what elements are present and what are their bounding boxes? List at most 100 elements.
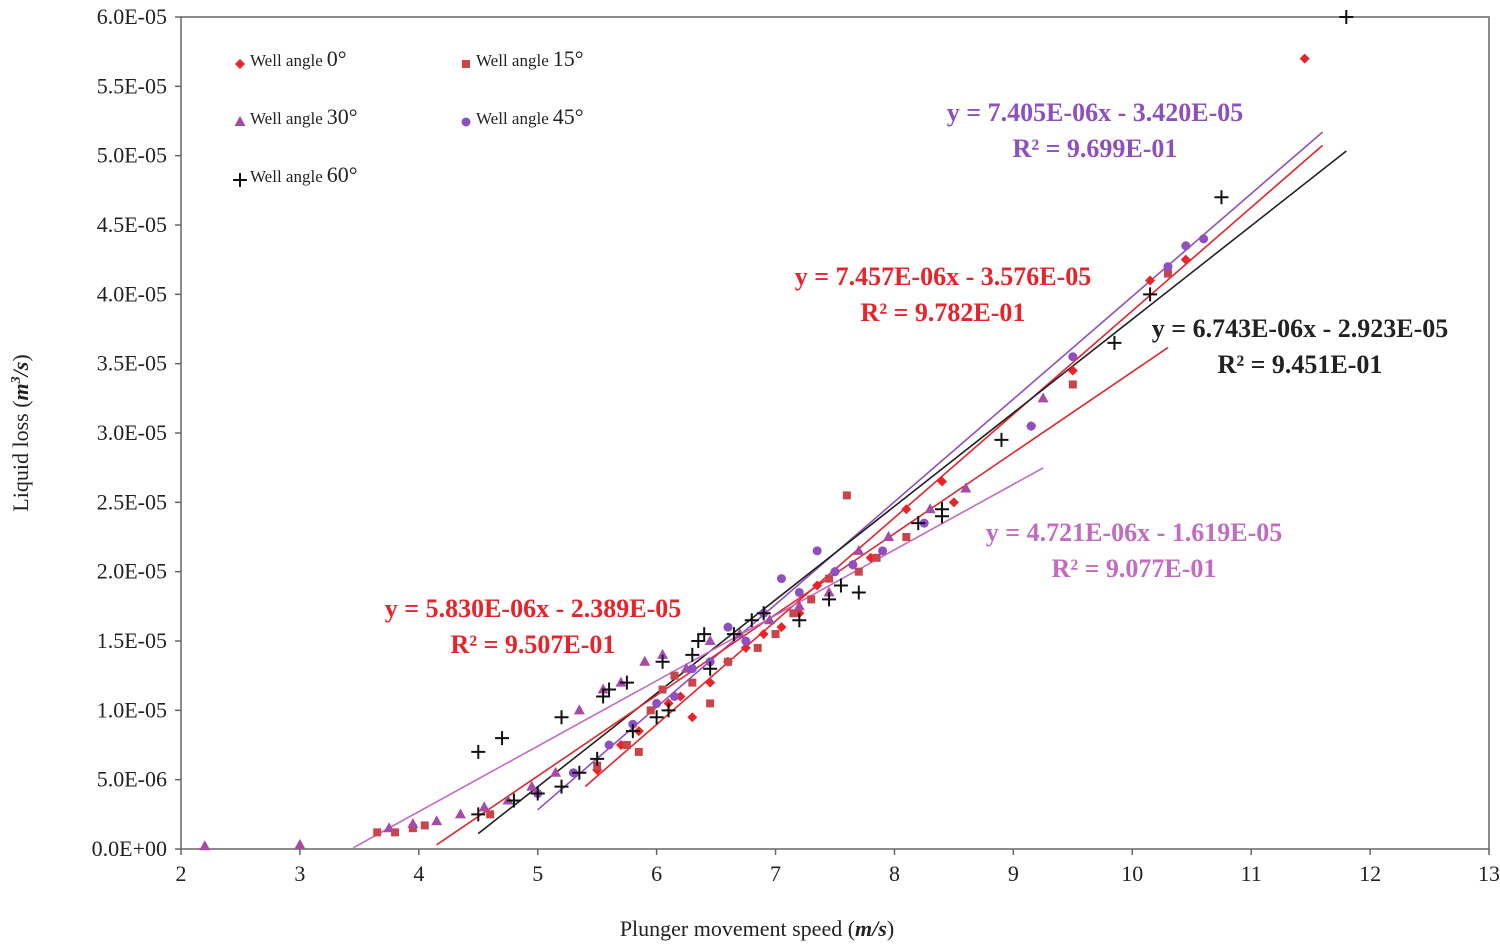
trendline-r2: R² = 9.782E-01 <box>861 298 1026 327</box>
legend-marker <box>235 59 245 69</box>
y-tick-label: 4.0E-05 <box>97 281 167 306</box>
x-tick-label: 11 <box>1241 861 1262 886</box>
y-tick-label: 5.0E-05 <box>97 143 167 168</box>
data-point <box>901 504 912 515</box>
data-point <box>685 647 700 662</box>
data-point <box>661 703 676 718</box>
data-point <box>723 657 732 666</box>
plot-area <box>180 16 1490 850</box>
data-point <box>812 546 822 556</box>
data-point <box>697 627 712 642</box>
y-tick-label: 6.0E-05 <box>97 4 167 29</box>
data-point <box>670 671 679 680</box>
legend-label: Well angle 60° <box>250 162 358 187</box>
legend-label: Well angle 0° <box>250 46 347 71</box>
data-point <box>883 531 895 541</box>
data-point <box>1068 380 1077 389</box>
legend-item-well-angle-30: Well angle 30° <box>234 104 358 129</box>
data-point <box>741 636 751 646</box>
data-point <box>688 678 697 687</box>
trendline-r2: R² = 9.699E-01 <box>1013 134 1178 163</box>
data-point <box>408 824 417 833</box>
data-point <box>758 629 769 640</box>
data-point <box>634 747 643 756</box>
data-point <box>793 600 805 611</box>
y-tick-label: 1.0E-05 <box>97 697 167 722</box>
x-tick-label: 13 <box>1478 861 1500 886</box>
data-point <box>948 497 959 508</box>
x-tick-label: 3 <box>294 861 305 886</box>
data-point <box>911 516 926 531</box>
legend-marker <box>461 117 471 127</box>
data-point <box>383 822 395 833</box>
trendline-r2: R² = 9.451E-01 <box>1218 350 1383 379</box>
data-point <box>1180 254 1191 265</box>
series-well-angle-60 <box>471 10 1354 822</box>
data-point <box>506 793 521 808</box>
y-tick-label: 1.5E-05 <box>97 628 167 653</box>
trendline-equation: y = 4.721E-06x - 1.619E-05 <box>986 518 1282 547</box>
equation-well-angle-30: y = 4.721E-06x - 1.619E-05 R² = 9.077E-01 <box>986 518 1282 583</box>
x-axis-ticks: 2 3 4 5 6 7 8 9 10 11 12 13 <box>176 849 1500 886</box>
legend: Well angle 0° Well angle 15° Well angle 30° We… <box>233 46 584 187</box>
equation-well-angle-0: y = 7.457E-06x - 3.576E-05 R² = 9.782E-01 <box>795 262 1091 327</box>
data-point <box>1037 392 1049 403</box>
x-tick-label: 5 <box>532 861 543 886</box>
data-point <box>756 606 771 621</box>
data-point <box>619 675 634 690</box>
legend-label: Well angle 45° <box>476 104 584 129</box>
data-point <box>704 635 716 645</box>
data-point <box>1163 262 1173 272</box>
data-point <box>1181 241 1191 251</box>
data-point <box>530 786 545 801</box>
legend-item-well-angle-0: Well angle 0° <box>235 46 347 71</box>
data-point <box>602 682 617 697</box>
data-point <box>550 766 562 777</box>
legend-item-well-angle-15: Well angle 15° <box>462 46 584 71</box>
data-point <box>776 622 787 633</box>
data-point <box>1107 335 1122 350</box>
data-point <box>478 801 490 812</box>
trendline-well-angle-15 <box>436 346 1169 846</box>
data-point <box>407 818 419 829</box>
data-point <box>723 622 733 632</box>
trendline-equation: y = 7.457E-06x - 3.576E-05 <box>795 262 1091 291</box>
data-point <box>794 587 804 597</box>
data-point <box>495 731 510 746</box>
data-point <box>596 689 611 704</box>
data-point <box>655 654 670 669</box>
legend-label: Well angle 15° <box>476 46 584 71</box>
data-point <box>924 503 936 514</box>
data-point <box>294 838 306 849</box>
data-point <box>848 560 858 570</box>
data-point <box>639 655 651 666</box>
y-tick-label: 4.5E-05 <box>97 212 167 237</box>
legend-label: Well angle 30° <box>250 104 358 129</box>
data-point <box>960 482 972 493</box>
data-point <box>851 585 866 600</box>
x-tick-label: 4 <box>413 861 424 886</box>
x-tick-label: 10 <box>1121 861 1143 886</box>
data-point <box>471 807 486 822</box>
data-point <box>764 614 776 625</box>
trendline-well-angle-0 <box>584 144 1324 788</box>
data-point <box>687 712 698 723</box>
equation-well-angle-45: y = 7.405E-06x - 3.420E-05 R² = 9.699E-01 <box>947 98 1243 163</box>
data-point <box>706 699 715 708</box>
x-axis-title: Plunger movement speed (m/s) <box>620 916 894 941</box>
data-point <box>771 630 780 639</box>
data-point <box>687 664 697 674</box>
data-point <box>842 491 851 500</box>
trendline-equation: y = 7.405E-06x - 3.420E-05 <box>947 98 1243 127</box>
data-point <box>994 432 1009 447</box>
trendline-well-angle-30 <box>353 467 1044 849</box>
data-point <box>622 741 631 749</box>
data-point <box>703 661 718 676</box>
series-well-angle-15 <box>373 269 1172 837</box>
data-point <box>1299 53 1310 64</box>
data-point <box>776 574 786 584</box>
data-point <box>830 567 840 577</box>
y-tick-label: 5.5E-05 <box>97 73 167 98</box>
equation-well-angle-15: y = 5.830E-06x - 2.389E-05 R² = 9.507E-01 <box>385 594 681 659</box>
data-point <box>1145 275 1156 286</box>
